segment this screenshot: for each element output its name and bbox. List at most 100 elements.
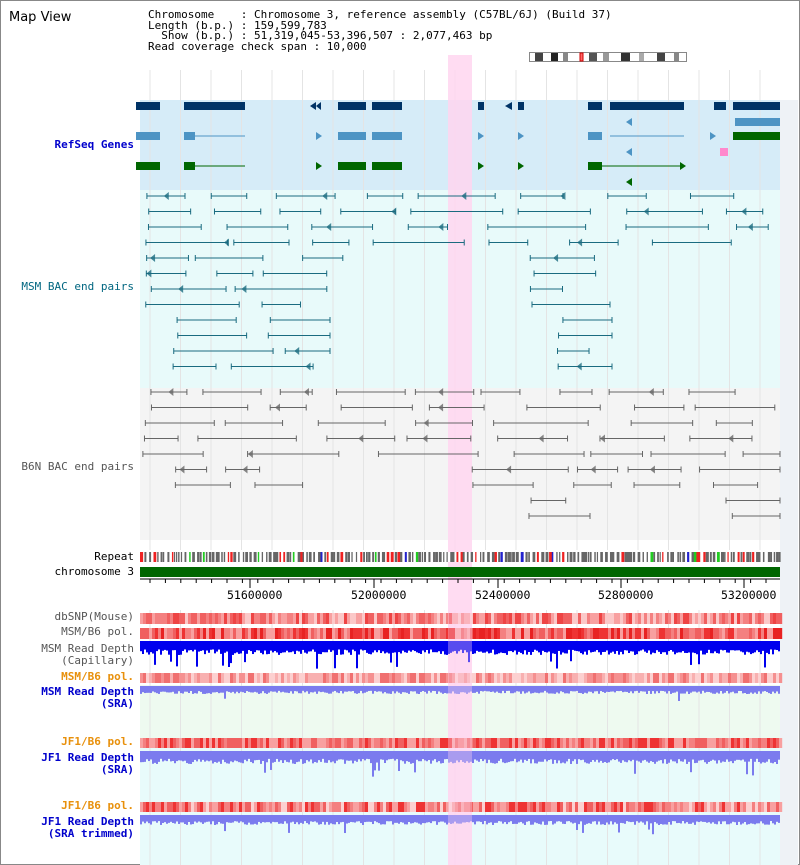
dbsnp-stripe bbox=[659, 613, 663, 624]
jf1-b6-pol-stripe bbox=[224, 738, 228, 748]
jf1-depth-sra-bar bbox=[666, 751, 668, 764]
jf1-depth-sra-bar bbox=[366, 751, 368, 759]
msm-depth-cap-bar bbox=[606, 641, 608, 651]
jf1-depth-trim-bar bbox=[396, 815, 398, 823]
msm-depth-sra-bar bbox=[536, 686, 538, 693]
track-label-refseq[interactable]: RefSeq Genes bbox=[54, 138, 134, 151]
jf1-b6-pol-stripe bbox=[164, 738, 168, 748]
jf1-depth-sra-bar bbox=[604, 751, 606, 762]
jf1-b6-pol2-stripe bbox=[464, 802, 468, 812]
msm-depth-sra-bar bbox=[192, 686, 194, 694]
track-label-msm-bac[interactable]: MSM BAC end pairs bbox=[21, 280, 134, 293]
repeat-mark bbox=[340, 552, 344, 562]
jf1-b6-pol-stripe bbox=[698, 738, 702, 748]
track-label-b6n-bac[interactable]: B6N BAC end pairs bbox=[21, 460, 134, 473]
jf1-depth-trim-bar bbox=[614, 815, 616, 823]
msm-depth-cap-bar bbox=[528, 641, 530, 653]
dbsnp-stripe bbox=[680, 613, 684, 624]
repeat-mark bbox=[498, 552, 501, 562]
jf1-depth-sra-bar bbox=[560, 751, 562, 764]
msm-depth-sra-bar bbox=[378, 686, 380, 692]
jf1-depth-sra-bar bbox=[424, 751, 426, 761]
msm-b6-pol2-stripe bbox=[692, 673, 696, 683]
msm-depth-cap-bar bbox=[728, 641, 730, 653]
jf1-b6-pol-stripe bbox=[254, 738, 258, 748]
msm-b6-pol2-stripe bbox=[374, 673, 378, 683]
msm-b6-pol2-stripe bbox=[644, 673, 648, 683]
repeat-mark bbox=[776, 552, 779, 562]
msm-bac-pair-arrow bbox=[163, 192, 169, 200]
msm-b6-pol2-stripe bbox=[662, 673, 666, 683]
msm-b6-pol2-stripe bbox=[173, 673, 177, 683]
jf1-b6-pol-stripe bbox=[191, 738, 195, 748]
jf1-depth-trim-bar bbox=[244, 815, 246, 825]
ruler-tick-label: 52000000 bbox=[351, 588, 406, 602]
msm-b6-pol-stripe bbox=[719, 628, 723, 639]
jf1-depth-trim-bar bbox=[214, 815, 216, 825]
track-label-jf1-depth-sra: JF1 Read Depth (SRA) bbox=[41, 751, 134, 776]
jf1-b6-pol-stripe bbox=[494, 738, 498, 748]
msm-b6-pol-stripe bbox=[263, 628, 267, 639]
msm-depth-sra-bar bbox=[646, 686, 648, 694]
msm-depth-cap-bar bbox=[462, 641, 464, 654]
dbsnp-stripe bbox=[284, 613, 288, 624]
repeat-mark bbox=[581, 552, 585, 562]
msm-depth-cap-bar bbox=[612, 641, 614, 652]
dbsnp-stripe bbox=[758, 613, 762, 624]
msm-depth-cap-bar bbox=[582, 641, 584, 655]
dbsnp-stripe bbox=[386, 613, 390, 624]
jf1-depth-trim-bar bbox=[476, 815, 478, 822]
jf1-depth-sra-bar bbox=[278, 751, 280, 762]
jf1-depth-trim-bar bbox=[200, 815, 202, 823]
repeat-mark bbox=[515, 552, 519, 562]
msm-depth-cap-bar bbox=[746, 641, 748, 652]
msm-depth-cap-bar bbox=[610, 641, 612, 653]
dbsnp-stripe bbox=[464, 613, 468, 624]
jf1-depth-sra-bar bbox=[722, 751, 724, 762]
dbsnp-stripe bbox=[479, 613, 483, 624]
msm-depth-sra-bar bbox=[388, 686, 390, 694]
jf1-b6-pol-stripe bbox=[185, 738, 189, 748]
jf1-depth-sra-bar bbox=[402, 751, 404, 762]
chromosome-ideogram[interactable] bbox=[529, 52, 687, 62]
msm-b6-pol-stripe bbox=[557, 628, 561, 639]
msm-b6-pol2-stripe bbox=[776, 673, 780, 683]
jf1-depth-sra-bar bbox=[316, 751, 318, 763]
dbsnp-stripe bbox=[677, 613, 681, 624]
msm-b6-pol-stripe bbox=[347, 628, 351, 639]
msm-b6-pol2-stripe bbox=[143, 673, 147, 683]
msm-depth-sra-bar bbox=[154, 686, 156, 693]
msm-b6-pol-stripe bbox=[695, 628, 699, 639]
msm-depth-cap-bar bbox=[282, 641, 284, 653]
jf1-b6-pol-stripe bbox=[317, 738, 321, 748]
repeat-mark bbox=[480, 552, 482, 562]
jf1-b6-pol2-stripe bbox=[344, 802, 348, 812]
msm-b6-pol2-stripe bbox=[536, 673, 540, 683]
msm-b6-pol-stripe bbox=[698, 628, 702, 639]
jf1-b6-pol2-stripe bbox=[455, 802, 459, 812]
repeat-mark bbox=[596, 552, 599, 562]
jf1-b6-pol-stripe bbox=[299, 738, 303, 748]
msm-b6-pol2-stripe bbox=[560, 673, 564, 683]
msm-b6-pol2-stripe bbox=[311, 673, 315, 683]
msm-depth-cap-bar bbox=[644, 641, 646, 652]
jf1-depth-trim-bar bbox=[326, 815, 328, 822]
msm-depth-cap-bar bbox=[592, 641, 594, 652]
msm-b6-pol2-stripe bbox=[512, 673, 516, 683]
msm-b6-pol-stripe bbox=[434, 628, 438, 639]
jf1-depth-sra-bar bbox=[340, 751, 342, 760]
msm-b6-pol2-stripe bbox=[746, 673, 750, 683]
jf1-depth-sra-bar bbox=[590, 751, 592, 762]
dbsnp-stripe bbox=[692, 613, 696, 624]
msm-depth-cap-bar bbox=[198, 641, 200, 652]
repeat-mark bbox=[770, 552, 773, 562]
jf1-depth-sra-bar bbox=[144, 751, 146, 762]
jf1-b6-pol-stripe bbox=[344, 738, 348, 748]
msm-b6-pol-stripe bbox=[338, 628, 342, 639]
jf1-b6-pol-stripe bbox=[545, 738, 549, 748]
msm-depth-cap-bar bbox=[346, 641, 348, 651]
jf1-b6-pol-stripe bbox=[383, 738, 387, 748]
gene-block bbox=[338, 162, 366, 170]
jf1-depth-trim-bar bbox=[592, 815, 594, 822]
